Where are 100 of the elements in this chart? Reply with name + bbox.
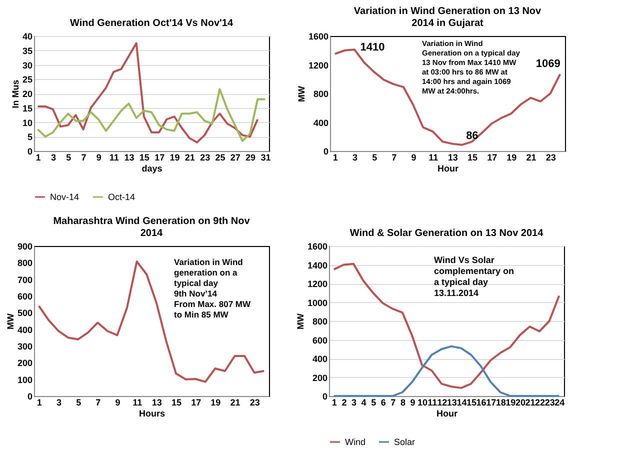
x-tick-label: 5 <box>66 152 72 162</box>
y-axis-title: MW <box>5 313 16 330</box>
legend-label: Nov-14 <box>50 192 80 202</box>
y-tick-label: 300 <box>17 342 32 352</box>
x-tick-label: 17 <box>191 398 202 408</box>
x-tick-label: 5 <box>76 398 82 408</box>
x-tick-label: 23 <box>250 398 260 408</box>
x-tick-label: 20 <box>515 398 526 408</box>
y-tick-label: 1600 <box>308 32 328 42</box>
x-axis-title: Hour <box>436 408 458 418</box>
y-tick-label: 800 <box>312 316 328 326</box>
x-tick-label: 8 <box>400 398 406 408</box>
x-tick-label: 3 <box>351 398 356 408</box>
y-tick-label: 600 <box>17 292 32 302</box>
x-tick-label: 27 <box>230 152 240 162</box>
x-tick-label: 11 <box>428 152 438 162</box>
x-tick-label: 11 <box>428 398 438 408</box>
x-tick-label: 19 <box>210 398 221 408</box>
y-tick-label: 0 <box>322 392 328 402</box>
x-tick-label: 25 <box>215 152 226 162</box>
x-tick-label: 17 <box>154 152 165 162</box>
y-tick-label: 700 <box>17 274 32 285</box>
x-tick-label: 13 <box>152 398 162 408</box>
x-axis-title: Hour <box>438 164 459 174</box>
x-tick-label: 7 <box>392 152 397 162</box>
y-tick-label: 400 <box>312 354 328 364</box>
y-axis-title: MW <box>295 313 306 330</box>
x-tick-label: 13 <box>446 398 457 408</box>
y-axis-title: In Mus <box>10 80 20 108</box>
x-tick-label: 3 <box>50 152 56 162</box>
x-tick-label: 3 <box>352 152 358 162</box>
y-tick-label: 0 <box>27 392 32 402</box>
line-series <box>332 345 560 397</box>
x-tick-label: 22 <box>535 398 546 408</box>
x-tick-label: 23 <box>546 152 556 162</box>
y-tick-label: 40 <box>22 32 32 42</box>
legend-label: Wind <box>345 437 366 447</box>
x-tick-label: 14 <box>456 398 467 408</box>
annotation: 1069 <box>536 58 560 70</box>
y-tick-label: 400 <box>313 118 328 128</box>
x-tick-label: 15 <box>466 398 476 408</box>
y-tick-label: 0 <box>27 146 32 156</box>
y-tick-label: 1200 <box>307 279 328 289</box>
x-tick-label: 1 <box>332 152 338 162</box>
x-tick-label: 9 <box>115 398 120 408</box>
x-tick-label: 7 <box>390 398 396 408</box>
x-tick-label: 7 <box>81 152 86 162</box>
y-tick-label: 1400 <box>307 260 328 270</box>
y-tick-label: 30 <box>22 60 32 70</box>
y-tick-label: 1200 <box>308 60 328 70</box>
y-tick-label: 0 <box>323 146 328 156</box>
x-tick-label: 7 <box>96 398 101 408</box>
y-tick-label: 35 <box>22 46 32 56</box>
x-tick-label: 21 <box>525 398 536 408</box>
x-tick-label: 5 <box>372 152 378 162</box>
x-tick-label: 18 <box>496 398 506 408</box>
line-series <box>36 88 266 142</box>
line-series <box>332 262 560 389</box>
annotation: 1410 <box>360 42 385 54</box>
annotation: Wind Vs Solar complementary on a typical day 13.11.2014 <box>434 255 514 298</box>
x-tick-label: 2 <box>342 398 347 408</box>
x-tick-label: 19 <box>506 398 516 408</box>
x-tick-label: 1 <box>332 398 337 408</box>
y-tick-label: 800 <box>17 258 32 268</box>
x-axis-title: Hours <box>138 408 166 418</box>
x-tick-label: 13 <box>448 152 458 162</box>
x-tick-label: 11 <box>132 398 142 408</box>
y-tick-label: 1000 <box>307 298 328 308</box>
line-series <box>38 260 266 383</box>
x-axis-title: days <box>142 164 162 174</box>
x-tick-label: 9 <box>410 398 416 408</box>
chart-title: Wind & Solar Generation on 13 Nov 2014 <box>350 228 544 239</box>
annotation: 86 <box>466 130 478 142</box>
y-tick-label: 20 <box>22 89 32 99</box>
x-tick-label: 11 <box>109 152 119 162</box>
chart-title: Maharashtra Wind Generation on 9th Nov 2014 <box>53 216 250 239</box>
x-tick-label: 3 <box>56 398 62 408</box>
chart-title: Variation in Wind Generation on 13 Nov 2014 in Gujarat <box>354 6 542 29</box>
x-tick-label: 24 <box>554 398 565 408</box>
x-tick-label: 21 <box>526 152 536 162</box>
x-tick-label: 15 <box>467 152 478 162</box>
x-tick-label: 21 <box>184 152 195 162</box>
y-tick-label: 500 <box>17 308 32 318</box>
x-tick-label: 6 <box>380 398 386 408</box>
x-tick-label: 17 <box>487 152 498 162</box>
legend-label: Oct-14 <box>108 192 136 202</box>
y-tick-label: 5 <box>27 132 32 142</box>
y-tick-label: 900 <box>17 242 32 252</box>
x-tick-label: 15 <box>171 398 182 408</box>
x-tick-label: 19 <box>170 152 180 162</box>
y-tick-label: 25 <box>22 74 32 85</box>
x-tick-label: 13 <box>124 152 134 162</box>
x-tick-label: 1 <box>36 398 42 408</box>
x-tick-label: 1 <box>36 152 41 162</box>
y-axis-title: MW <box>296 86 306 102</box>
x-tick-label: 15 <box>139 152 150 162</box>
x-tick-label: 9 <box>96 152 102 162</box>
legend-label: Solar <box>394 437 416 447</box>
x-tick-label: 21 <box>230 398 240 408</box>
y-tick-label: 400 <box>17 324 32 335</box>
